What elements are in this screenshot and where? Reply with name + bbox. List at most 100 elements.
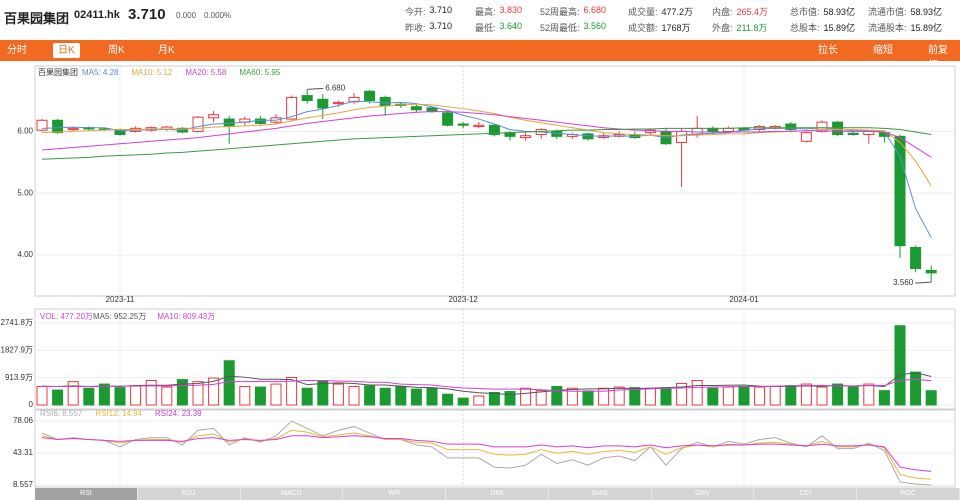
annotation-pointer <box>307 87 324 90</box>
volume-bar <box>722 386 734 406</box>
volume-bar <box>660 387 672 406</box>
stat: 外盘: 211.8万 <box>712 21 790 34</box>
volume-bar <box>36 385 48 406</box>
volume-bar <box>301 387 313 406</box>
volume-bar <box>551 385 563 406</box>
y-tick-label: 78.06 <box>13 416 34 425</box>
indicator-tab[interactable]: MACD <box>241 488 344 500</box>
stat-label: 总市值: <box>790 6 820 17</box>
volume-bar <box>566 387 578 406</box>
stat-value: 6.680 <box>583 4 607 15</box>
stat-value: 3.830 <box>499 4 523 15</box>
stat: 流通市值: 58.93亿 <box>868 5 960 18</box>
y-tick-label: 6.00 <box>17 127 33 136</box>
stat-value: 58.93亿 <box>910 6 943 17</box>
indicator-tab[interactable]: CCI <box>754 488 858 500</box>
indicator-tab[interactable]: RSI <box>35 488 138 500</box>
legend-entry: RSI12: 14.94 <box>95 409 142 418</box>
volume-bar <box>707 387 719 406</box>
toolbar: 分时 日K 周K 月K 拉长 缩短 前复权 <box>0 40 960 71</box>
stat-label: 最高: <box>475 6 496 17</box>
volume-bar <box>410 388 422 406</box>
candle-body <box>442 112 454 126</box>
indicator-line <box>42 378 932 392</box>
volume-bar <box>769 385 781 406</box>
stats-row: 今开: 3.710 最高: 3.830 52周最高: 6.680 成交量: 477.2万 内盘:… <box>405 3 960 19</box>
stats-row: 昨收: 3.710 最低: 3.640 52周最低: 3.560 成交额: 1768万 外盘: 2… <box>405 19 960 35</box>
stat-value: 15.89亿 <box>910 22 943 33</box>
indicator-line <box>41 127 932 160</box>
candle-body <box>925 269 937 274</box>
candle-body <box>910 247 922 270</box>
volume-bar <box>223 360 235 406</box>
candle-body <box>676 130 688 144</box>
volume-bar <box>98 383 110 406</box>
stat-label: 总股本: <box>790 22 820 33</box>
stat-label: 昨收: <box>405 22 426 33</box>
indicator-tab[interactable]: WR <box>343 488 447 500</box>
stats: 今开: 3.710 最高: 3.830 52周最高: 6.680 成交量: 477.2万 内盘:… <box>405 3 960 35</box>
stat: 成交量: 477.2万 <box>628 5 712 18</box>
y-tick-label: 1827.9万 <box>1 345 33 354</box>
indicator-tab[interactable]: BIAS <box>549 488 652 500</box>
stat: 52周最高: 6.680 <box>540 5 628 18</box>
volume-bar <box>442 393 454 406</box>
indicator-line <box>41 435 932 472</box>
y-tick-label: 0 <box>29 400 34 409</box>
toolbar-tab[interactable]: 分时 <box>7 45 27 56</box>
volume-bar <box>457 397 469 406</box>
stat: 最高: 3.830 <box>475 5 540 18</box>
toolbar-tab[interactable]: 月K <box>158 45 175 56</box>
volume-bar <box>816 386 828 406</box>
indicator-tab[interactable]: OBV <box>652 488 755 500</box>
volume-bar <box>754 386 766 406</box>
candle-body <box>364 90 376 102</box>
indicator-tab[interactable]: DMI <box>446 488 549 500</box>
volume-bar <box>644 387 656 406</box>
toolbar-tab[interactable]: 周K <box>108 45 125 56</box>
candle-body <box>785 123 797 131</box>
stat: 昨收: 3.710 <box>405 21 475 34</box>
stat-value: 211.8万 <box>736 22 768 33</box>
indicator-line <box>41 420 932 486</box>
stat-label: 成交量: <box>628 6 658 17</box>
volume-bar <box>691 379 703 406</box>
volume-bar <box>738 385 750 406</box>
candle-body <box>379 96 391 106</box>
volume-bar <box>613 386 625 406</box>
volume-bar <box>488 391 500 406</box>
stat-label: 今开: <box>405 6 426 17</box>
legend-entry: RSI24: 23.39 <box>155 409 202 418</box>
volume-bar <box>192 381 204 406</box>
candle-body <box>847 132 859 136</box>
toolbar-button[interactable]: 缩短 <box>873 45 893 56</box>
indicator-tabs: RSI KDJ MACD WR DMI BIAS OBV CCI ROC <box>35 488 960 500</box>
stat-value: 1768万 <box>661 22 691 33</box>
volume-bar <box>925 390 937 406</box>
stat-label: 52周最低: <box>540 22 580 33</box>
y-tick-label: 43.31 <box>13 448 34 457</box>
stat: 成交额: 1768万 <box>628 21 712 34</box>
volume-bar <box>130 385 142 406</box>
toolbar-tab[interactable]: 日K <box>53 43 80 58</box>
volume-bar <box>473 395 485 406</box>
candle-body <box>488 124 500 135</box>
toolbar-button[interactable]: 拉长 <box>818 45 838 56</box>
volume-bar <box>270 383 282 406</box>
volume-bar <box>520 387 532 406</box>
volume-bar <box>676 382 688 406</box>
volume-bar <box>582 390 594 406</box>
indicator-line <box>41 372 932 396</box>
indicator-tab[interactable]: ROC <box>857 488 960 500</box>
x-tick-label: 2023-12 <box>449 295 479 304</box>
stat-value: 58.93亿 <box>823 6 856 17</box>
candle-body <box>332 101 344 105</box>
volume-bar <box>598 387 610 406</box>
stat: 最低: 3.640 <box>475 21 540 34</box>
indicator-tab[interactable]: KDJ <box>138 488 241 500</box>
x-tick-label: 2024-01 <box>729 295 759 304</box>
legend-entry: MA20: 5.58 <box>185 68 226 77</box>
legend-name: 百果园集团 <box>38 67 78 77</box>
candle-body <box>67 127 79 131</box>
candle-body <box>192 116 204 132</box>
